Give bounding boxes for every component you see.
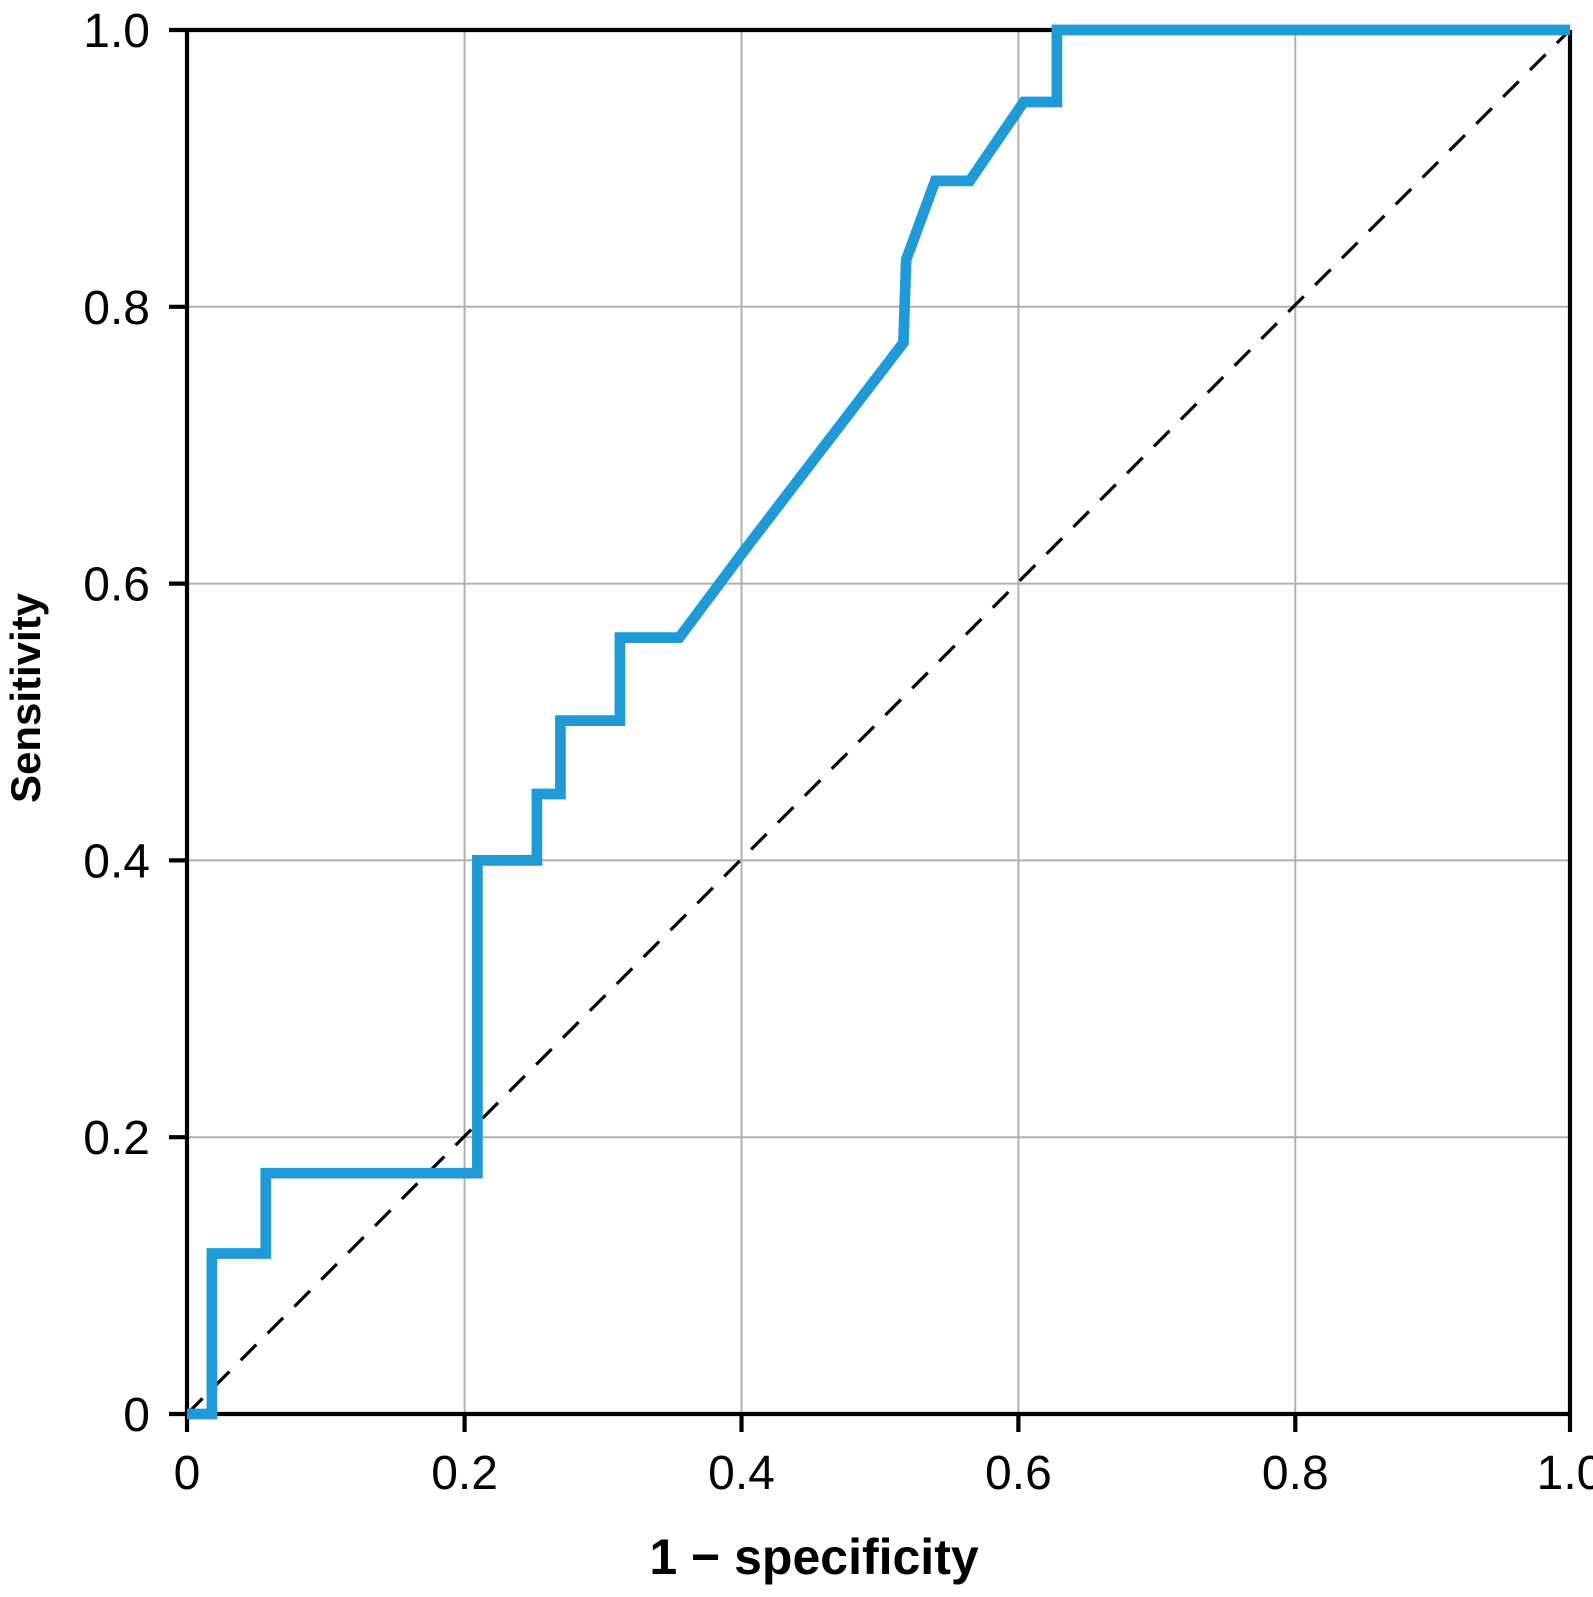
svg-text:0.2: 0.2: [431, 1447, 498, 1500]
svg-text:0.6: 0.6: [985, 1447, 1052, 1500]
svg-text:0.2: 0.2: [83, 1112, 150, 1165]
svg-text:1.0: 1.0: [83, 5, 150, 58]
svg-text:0.8: 0.8: [1262, 1447, 1329, 1500]
svg-text:0: 0: [174, 1447, 201, 1500]
svg-text:0.4: 0.4: [708, 1447, 775, 1500]
svg-text:0.8: 0.8: [83, 282, 150, 335]
svg-text:0: 0: [123, 1389, 150, 1442]
svg-text:1 − specificity: 1 − specificity: [649, 1529, 979, 1585]
svg-text:0.6: 0.6: [83, 559, 150, 612]
svg-text:0.4: 0.4: [83, 835, 150, 888]
svg-text:Sensitivity: Sensitivity: [2, 592, 49, 803]
svg-text:1.0: 1.0: [1537, 1447, 1593, 1500]
